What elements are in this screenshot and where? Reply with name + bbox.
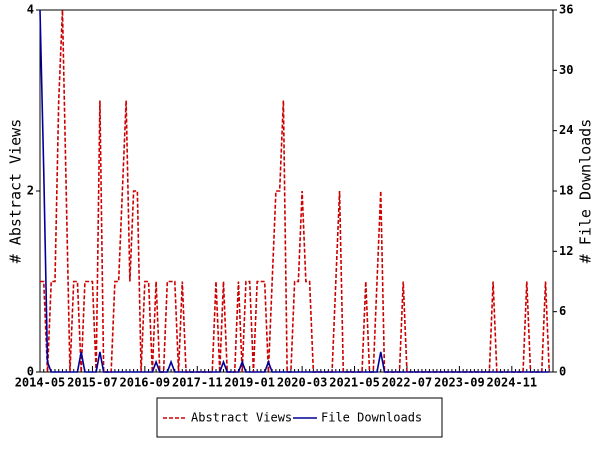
- x-tick-label: 2014-05: [15, 376, 66, 390]
- plot-frame: [39, 9, 554, 373]
- x-tick-label: 2015-07: [67, 376, 118, 390]
- y2-axis-label: # File Downloads: [577, 119, 595, 264]
- y2-tick-label: 36: [559, 3, 573, 17]
- series-line: [40, 9, 551, 373]
- x-tick-label: 2021-05: [329, 376, 380, 390]
- x-tick-label: 2020-03: [277, 376, 328, 390]
- y2-tick-label: 12: [559, 244, 573, 258]
- x-tick-label: 2024-11: [487, 376, 538, 390]
- x-tick-label: 2019-01: [224, 376, 275, 390]
- y-tick-label: 4: [27, 3, 34, 17]
- x-tick-label: 2023-09: [434, 376, 485, 390]
- legend-label: Abstract Views: [191, 411, 292, 425]
- y-tick-label: 0: [27, 365, 34, 379]
- y2-tick-label: 30: [559, 63, 573, 77]
- series-line: [39, 9, 550, 373]
- y2-tick-label: 0: [559, 365, 566, 379]
- y2-tick-label: 18: [559, 184, 573, 198]
- y2-tick-label: 24: [559, 123, 573, 137]
- x-tick-label: 2022-07: [382, 376, 433, 390]
- x-tick-label: 2016-09: [120, 376, 171, 390]
- x-tick-label: 2017-11: [172, 376, 223, 390]
- y-axis-label: # Abstract Views: [7, 119, 25, 264]
- legend-label: File Downloads: [321, 411, 422, 425]
- y2-tick-label: 6: [559, 304, 566, 318]
- y-tick-label: 2: [27, 184, 34, 198]
